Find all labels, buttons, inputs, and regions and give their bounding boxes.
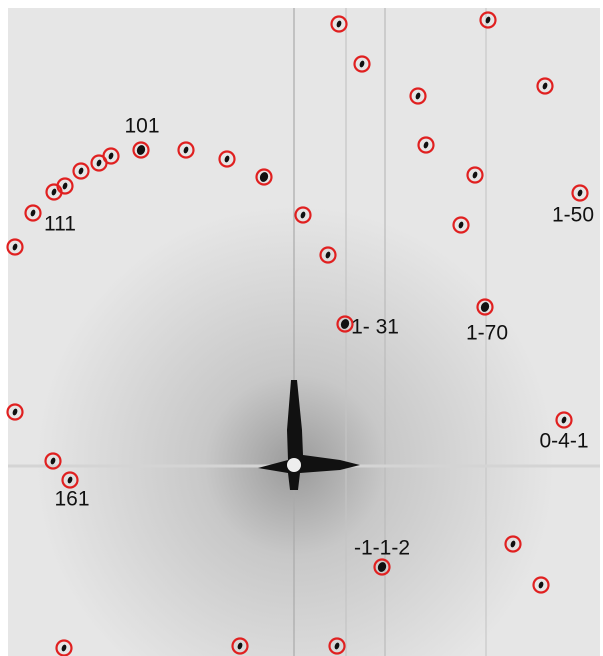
diffraction-image: 101 111 1-50 1- 31 1-70 0-4-1 161 -1-1-2 [0,0,603,656]
spot-label: 1-50 [552,204,594,227]
spot-label: 1-70 [466,322,508,345]
spot-label: 1- 31 [351,316,399,339]
spot-label: 161 [54,488,89,511]
spot-label: -1-1-2 [354,537,410,560]
spot-label: 111 [44,213,76,236]
spot-label: 101 [124,115,159,138]
background [8,8,600,656]
spot-label: 0-4-1 [539,430,588,453]
